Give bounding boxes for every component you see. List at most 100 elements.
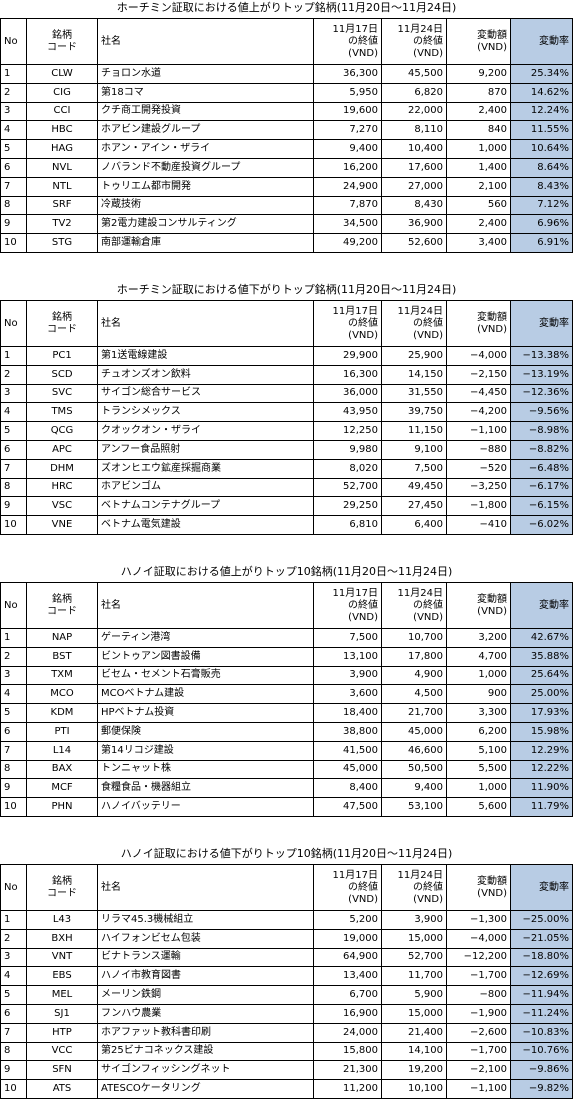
cell: 第2電力建設コンサルティング: [97, 214, 314, 235]
cell: −1,900: [446, 1003, 511, 1024]
cell: −11.24%: [510, 1003, 573, 1024]
cell: −6.48%: [510, 458, 573, 479]
data-row: 5 HAG ホアン・アイン・ザライ 9,400 10,400 1,000 10.64%: [0, 139, 573, 159]
cell: HBC: [26, 120, 98, 141]
cell: −11.94%: [510, 985, 573, 1005]
header-cell: 11月24日 の終値 (VND): [381, 300, 447, 347]
cell: トゥリエム都市開発: [97, 176, 314, 197]
header-cell: 11月17日 の終値 (VND): [313, 300, 382, 347]
cell: 36,000: [313, 383, 382, 404]
cell: 10: [0, 1079, 27, 1099]
cell: 840: [446, 120, 511, 141]
cell: 19,200: [381, 1060, 447, 1081]
data-row: 4 TMS トランシメックス 43,950 39,750 −4,200 −9.56%: [0, 402, 573, 423]
cell: VCC: [26, 1041, 98, 1062]
cell: STG: [26, 233, 98, 253]
data-row: 8 SRF 冷蔵技術 7,870 8,430 560 7.12%: [0, 195, 573, 216]
header-cell: 銘柄 コード: [26, 864, 98, 911]
header-cell: No: [0, 300, 27, 347]
cell: 29,250: [313, 496, 382, 517]
cell: L14: [26, 740, 98, 761]
cell: メーリン鉄鋼: [97, 985, 314, 1005]
data-row: 5 MEL メーリン鉄鋼 6,700 5,900 −800 −11.94%: [0, 985, 573, 1005]
cell: 6,810: [313, 515, 382, 535]
header-cell: No: [0, 18, 27, 65]
cell: 7: [0, 1022, 27, 1043]
cell: VSC: [26, 496, 98, 517]
cell: 19,600: [313, 101, 382, 122]
cell: 36,900: [381, 214, 447, 235]
cell: 38,800: [313, 721, 382, 742]
cell: 10,100: [381, 1079, 447, 1099]
cell: 3: [0, 101, 27, 122]
data-row: 7 DHM ズオンヒエウ鉱産採掘商業 8,020 7,500 −520 −6.48%: [0, 458, 573, 479]
data-row: 9 VSC ベトナムコンテナグループ 29,250 27,450 −1,800 −6.15%: [0, 496, 573, 517]
cell: 1: [0, 910, 27, 930]
header-cell: 11月17日 の終値 (VND): [313, 18, 382, 65]
cell: 第14リコジ建設: [97, 740, 314, 761]
cell: 45,000: [381, 721, 447, 742]
cell: 41,500: [313, 740, 382, 761]
cell: 5,950: [313, 82, 382, 103]
cell: 冷蔵技術: [97, 195, 314, 216]
data-row: 10 VNE ベトナム電気建設 6,810 6,400 −410 −6.02%: [0, 515, 573, 535]
cell: 5: [0, 139, 27, 159]
section: ハノイ証取における値上がりトップ10銘柄(11月20日～11月24日) No 銘柄 …: [0, 564, 573, 817]
cell: サイゴン総合サービス: [97, 383, 314, 404]
section-title: ハノイ証取における値上がりトップ10銘柄(11月20日～11月24日): [120, 565, 453, 578]
cell: −410: [446, 515, 511, 535]
cell: リラマ45.3機械組立: [97, 910, 314, 930]
cell: 12.29%: [510, 740, 573, 761]
data-row: 1 PC1 第1送電線建設 29,900 25,900 −4,000 −13.38%: [0, 346, 573, 366]
cell: HAG: [26, 139, 98, 159]
cell: −9.86%: [510, 1060, 573, 1081]
cell: TMS: [26, 402, 98, 423]
cell: 4: [0, 120, 27, 141]
cell: 39,750: [381, 402, 447, 423]
cell: 南部運輸倉庫: [97, 233, 314, 253]
cell: 11,150: [381, 421, 447, 441]
header-cell: 変動率: [510, 864, 573, 911]
cell: −880: [446, 439, 511, 460]
cell: APC: [26, 439, 98, 460]
cell: 15,800: [313, 1041, 382, 1062]
cell: −8.98%: [510, 421, 573, 441]
cell: TV2: [26, 214, 98, 235]
cell: 25,900: [381, 346, 447, 366]
header-cell: 変動率: [510, 582, 573, 629]
cell: 8,400: [313, 778, 382, 799]
cell: 2: [0, 928, 27, 949]
cell: −2,100: [446, 1060, 511, 1081]
cell: フンハウ農業: [97, 1003, 314, 1024]
header-cell: No: [0, 864, 27, 911]
cell: 4: [0, 966, 27, 987]
cell: 3: [0, 947, 27, 968]
cell: CLW: [26, 64, 98, 84]
data-row: 10 PHN ハノイバッテリー 47,500 53,100 5,600 11.79%: [0, 797, 573, 817]
header-row: No 銘柄 コード 社名 11月17日 の終値 (VND) 11月24日 の終値 (VN…: [0, 300, 573, 347]
cell: −4,000: [446, 346, 511, 366]
cell: 4: [0, 684, 27, 705]
section: ハノイ証取における値下がりトップ10銘柄(11月20日～11月24日) No 銘柄 …: [0, 846, 573, 1099]
cell: 10: [0, 233, 27, 253]
section-title: ハノイ証取における値下がりトップ10銘柄(11月20日～11月24日): [120, 847, 453, 860]
cell: 6.91%: [510, 233, 573, 253]
section-title: ホーチミン証取における値上がりトップ銘柄(11月20日～11月24日): [116, 1, 457, 14]
cell: 50,500: [381, 759, 447, 780]
cell: −6.15%: [510, 496, 573, 517]
cell: 14,100: [381, 1041, 447, 1062]
ranking-table: No 銘柄 コード 社名 11月17日 の終値 (VND) 11月24日 の終値 (VN…: [0, 300, 573, 535]
cell: 7,500: [381, 458, 447, 479]
cell: 17,800: [381, 646, 447, 667]
cell: 14,150: [381, 364, 447, 385]
cell: 6: [0, 439, 27, 460]
cell: クチ商工開発投資: [97, 101, 314, 122]
cell: 47,500: [313, 797, 382, 817]
cell: チュオンズオン飲料: [97, 364, 314, 385]
cell: 64,900: [313, 947, 382, 968]
cell: 52,700: [313, 477, 382, 498]
cell: 6,820: [381, 82, 447, 103]
cell: 3: [0, 383, 27, 404]
data-row: 7 L14 第14リコジ建設 41,500 46,600 5,100 12.29%: [0, 740, 573, 761]
cell: 3,900: [313, 665, 382, 686]
